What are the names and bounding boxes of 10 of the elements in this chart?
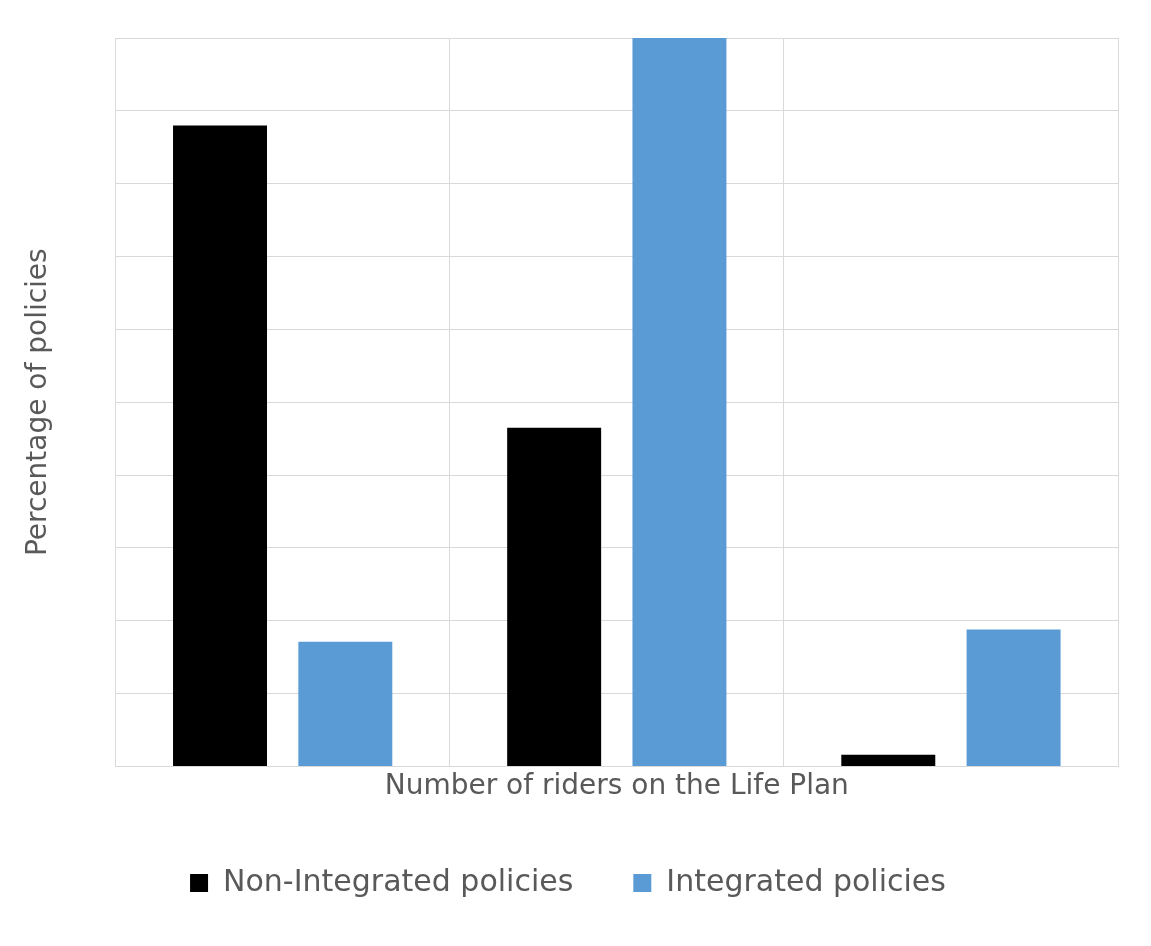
bar	[298, 641, 393, 766]
x-axis-title: Number of riders on the Life Plan	[384, 768, 849, 802]
bar	[841, 754, 936, 766]
legend-label: Non-Integrated policies	[223, 862, 574, 898]
bar	[632, 38, 727, 766]
bar	[507, 427, 602, 766]
y-axis-title: Percentage of policies	[20, 248, 54, 557]
legend-label: Integrated policies	[666, 862, 946, 898]
bar	[173, 125, 267, 766]
bar	[966, 629, 1061, 766]
